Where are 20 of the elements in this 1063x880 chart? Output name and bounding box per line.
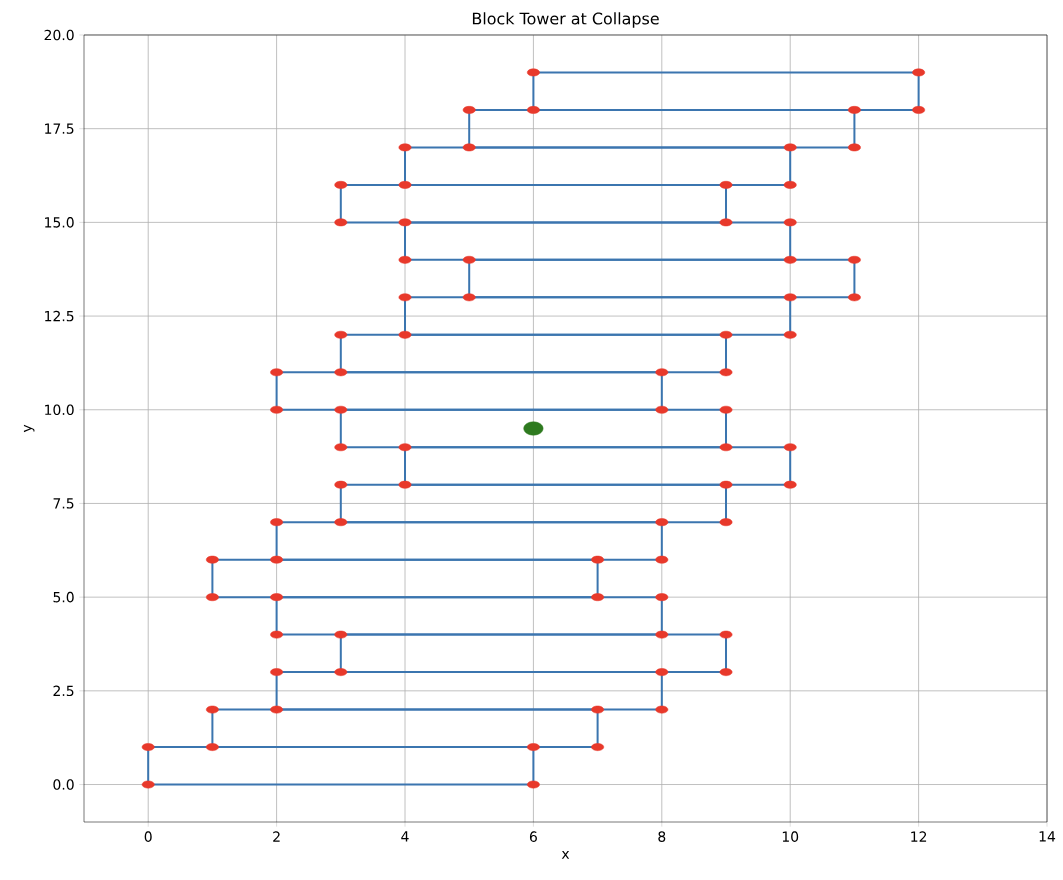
y-tick-label: 15.0 (45, 217, 74, 228)
y-tick-label: 5.0 (53, 591, 74, 603)
y-tick-label: 20.0 (44, 29, 74, 41)
x-tick-label: 2 (273, 831, 280, 842)
x-tick-label: 8 (658, 831, 666, 842)
x-tick-label: 14 (1039, 831, 1056, 842)
y-axis-title: y (23, 424, 35, 433)
y-tick-label: 17.5 (45, 123, 74, 134)
y-tick-label: 7.5 (53, 498, 74, 509)
chart-title: Block Tower at Collapse (472, 12, 659, 28)
y-tick-label: 12.5 (45, 310, 74, 322)
x-tick-label: 12 (911, 831, 927, 842)
y-tick-label: 2.5 (53, 685, 74, 697)
x-axis-title: x (561, 851, 570, 859)
y-tick-label: 10.0 (45, 404, 74, 416)
x-tick-label: 6 (529, 831, 537, 842)
x-tick-label: 10 (782, 831, 799, 842)
x-tick-label: 0 (144, 831, 152, 842)
y-tick-label: 0.0 (53, 779, 74, 790)
x-tick-label: 4 (401, 831, 409, 842)
